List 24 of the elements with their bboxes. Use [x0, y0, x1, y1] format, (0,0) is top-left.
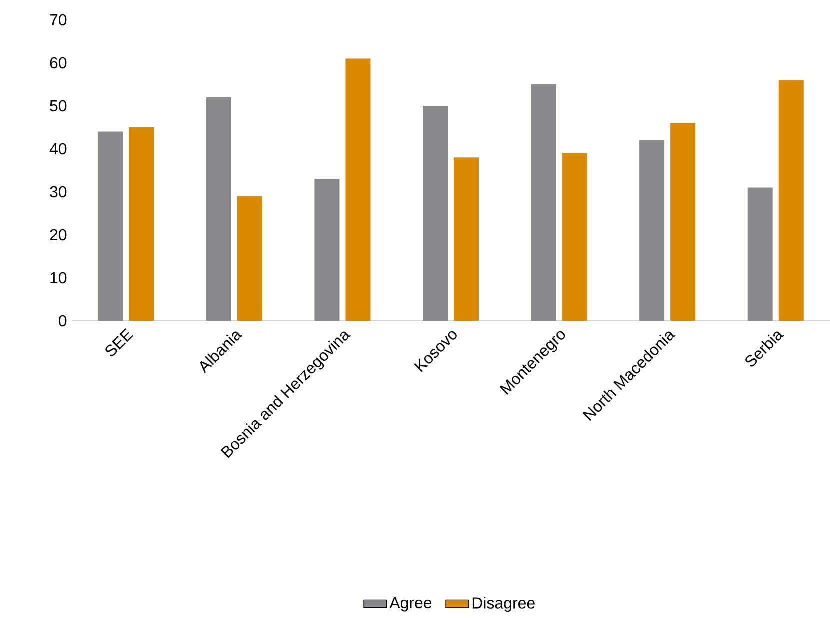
bar — [454, 158, 480, 321]
bar — [670, 123, 696, 321]
y-tick-label: 30 — [50, 186, 67, 198]
bar — [206, 97, 232, 321]
y-tick-label: 20 — [50, 229, 67, 241]
y-tick-label: 40 — [50, 143, 67, 155]
y-tick-label: 10 — [50, 272, 67, 284]
bar — [98, 132, 124, 321]
legend-label: Agree — [390, 597, 432, 612]
bar — [346, 58, 371, 321]
bar — [314, 179, 340, 321]
y-tick-label: 50 — [50, 100, 67, 112]
y-tick-label: 0 — [59, 315, 67, 327]
bar — [423, 106, 448, 321]
legend-label: Disagree — [472, 597, 535, 612]
y-tick-label: 60 — [50, 57, 67, 69]
bar — [129, 128, 154, 321]
bar — [640, 140, 665, 321]
bar — [531, 84, 556, 321]
bar — [748, 188, 773, 321]
bar — [562, 153, 588, 321]
bar — [778, 80, 804, 321]
y-tick-label: 70 — [50, 14, 67, 26]
bar — [237, 196, 262, 321]
